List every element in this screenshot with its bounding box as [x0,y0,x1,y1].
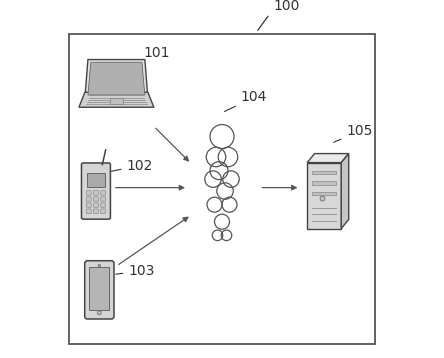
FancyBboxPatch shape [94,203,98,207]
FancyBboxPatch shape [94,191,98,195]
FancyBboxPatch shape [101,197,106,201]
Text: 102: 102 [109,159,153,173]
Circle shape [207,197,222,212]
FancyBboxPatch shape [85,261,114,319]
Circle shape [320,196,325,201]
Circle shape [210,161,228,180]
Circle shape [205,171,221,187]
Text: 100: 100 [274,0,300,13]
Polygon shape [307,163,341,228]
Text: 103: 103 [116,264,155,278]
Circle shape [217,183,233,199]
Circle shape [223,171,239,187]
FancyBboxPatch shape [101,209,106,213]
FancyBboxPatch shape [101,191,106,195]
Polygon shape [307,154,349,163]
Text: 105: 105 [333,125,373,142]
Polygon shape [79,92,154,107]
Circle shape [221,230,232,241]
Polygon shape [88,62,145,95]
Circle shape [222,197,237,212]
FancyBboxPatch shape [94,197,98,201]
FancyBboxPatch shape [87,191,91,195]
Text: 101: 101 [129,46,170,71]
FancyBboxPatch shape [81,163,111,219]
Circle shape [212,230,223,241]
FancyBboxPatch shape [87,173,105,187]
FancyBboxPatch shape [87,203,91,207]
Polygon shape [341,154,349,228]
Circle shape [214,214,230,229]
Text: 104: 104 [225,90,267,111]
Bar [312,192,336,195]
FancyBboxPatch shape [87,209,91,213]
Circle shape [210,125,234,149]
Bar [312,171,336,174]
FancyBboxPatch shape [101,203,106,207]
Circle shape [206,147,226,167]
Polygon shape [85,59,148,98]
Circle shape [218,147,238,167]
Bar [110,98,123,103]
FancyBboxPatch shape [87,197,91,201]
Bar [312,181,336,185]
Circle shape [97,311,101,315]
Circle shape [98,264,100,267]
FancyBboxPatch shape [94,209,98,213]
FancyBboxPatch shape [89,267,109,310]
